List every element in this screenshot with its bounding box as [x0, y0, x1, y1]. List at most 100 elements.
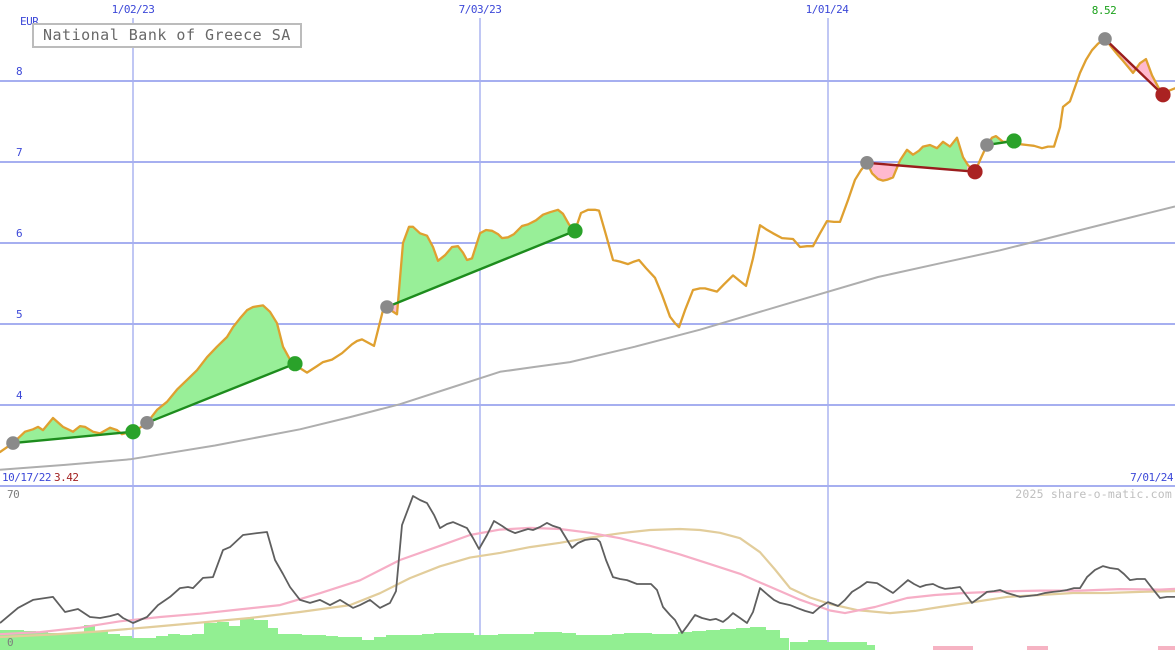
volume-bar [48, 633, 60, 650]
volume-bar [780, 638, 789, 650]
volume-bar [386, 635, 398, 650]
volume-bar [278, 634, 290, 650]
volume-bar [638, 633, 652, 650]
volume-bar [498, 634, 510, 650]
trade-line-win [12, 430, 134, 445]
volume-bar [827, 642, 847, 650]
end-date-label: 7/01/24 [1130, 471, 1173, 484]
volume-bar [398, 635, 410, 650]
volume-bar [254, 620, 268, 650]
volume-bar [474, 635, 486, 650]
trade-entry-dot [980, 138, 994, 152]
trade-entry-dot [6, 436, 20, 450]
price-line [0, 37, 1175, 454]
volume-bar [720, 629, 736, 650]
volume-bar [1158, 646, 1175, 650]
y-axis-label: 4 [16, 389, 23, 402]
indicator-scale-bottom: 0 [7, 636, 14, 649]
y-axis-label: 6 [16, 227, 23, 240]
trade-line-loss [866, 161, 976, 173]
volume-bar [1027, 646, 1048, 650]
volume-bar [156, 636, 168, 650]
volume-bar [666, 634, 678, 650]
volume-bar [736, 628, 750, 650]
volume-bar [314, 635, 326, 650]
volume-bar [790, 642, 808, 650]
volume-bar [434, 633, 446, 650]
volume-bar [217, 622, 229, 650]
volume-bar [867, 645, 875, 650]
volume-bar [350, 637, 362, 650]
trade-line-loss [1104, 38, 1164, 96]
volume-bar [268, 628, 278, 650]
trade-entry-dot [860, 156, 874, 170]
trade-line-win [146, 362, 296, 424]
volume-bar [180, 635, 192, 650]
watermark: 2025 share-o-matic.com [1015, 487, 1172, 501]
y-axis-label: 7 [16, 146, 23, 159]
volume-bar [588, 635, 600, 650]
volume-bar [108, 634, 120, 650]
trade-entry-dot [380, 300, 394, 314]
trade-fill [899, 137, 967, 172]
trade-exit-dot-win [567, 223, 583, 239]
trade-exit-dot-win [287, 356, 303, 372]
volume-bar [750, 627, 766, 650]
y-axis-label: 8 [16, 65, 23, 78]
volume-bar [362, 640, 374, 650]
indicator-scale-top: 70 [7, 488, 20, 501]
volume-bar [302, 635, 314, 650]
instrument-title: National Bank of Greece SA [32, 23, 302, 48]
volume-bar [562, 633, 576, 650]
trade-fill [13, 418, 133, 444]
trade-entry-dot [1098, 32, 1112, 46]
trade-fill [398, 209, 575, 303]
volume-bar [95, 631, 108, 650]
trade-exit-dot-loss [967, 164, 983, 180]
indicator-tan-ma-line [0, 527, 1175, 639]
x-axis-label: 1/01/24 [805, 3, 849, 16]
trade-line-win [386, 229, 576, 309]
volume-bar [847, 642, 867, 650]
volume-bar [678, 632, 692, 650]
indicator-oscillator-line [0, 495, 1175, 634]
x-axis-label: 7/03/23 [458, 3, 502, 16]
trade-exit-dot-loss [1155, 87, 1171, 103]
trade-exit-dot-win [1006, 133, 1022, 149]
volume-bar [60, 634, 72, 650]
volume-bar [576, 635, 588, 650]
volume-bar [510, 634, 522, 650]
volume-bar [338, 637, 350, 650]
volume-bar [410, 635, 422, 650]
volume-bar [486, 635, 498, 650]
volume-bar [192, 634, 204, 650]
volume-bar [600, 635, 612, 650]
volume-bar [168, 634, 180, 650]
volume-bar [84, 625, 95, 650]
high-price-label: 8.52 [1091, 4, 1117, 17]
y-axis-label: 5 [16, 308, 23, 321]
indicator-pink-ma-line [0, 526, 1175, 636]
volume-bar [808, 640, 827, 650]
volume-bar [446, 633, 460, 650]
price-moving-average-line [0, 205, 1175, 471]
volume-bar [422, 634, 434, 650]
trade-exit-dot-win [125, 424, 141, 440]
volume-bar [326, 636, 338, 650]
start-price-label: 3.42 [54, 471, 79, 484]
volume-bar [624, 633, 638, 650]
volume-bar [132, 638, 144, 650]
volume-bar [144, 638, 156, 650]
volume-bar [240, 618, 254, 650]
volume-bar [534, 632, 548, 650]
volume-bar [692, 631, 706, 650]
volume-bar [652, 634, 666, 650]
volume-bar [460, 633, 474, 650]
volume-bar [612, 634, 624, 650]
trade-entry-dot [140, 416, 154, 430]
volume-bar [229, 626, 240, 650]
start-date-label: 10/17/22 [2, 471, 51, 484]
volume-bar [290, 634, 302, 650]
